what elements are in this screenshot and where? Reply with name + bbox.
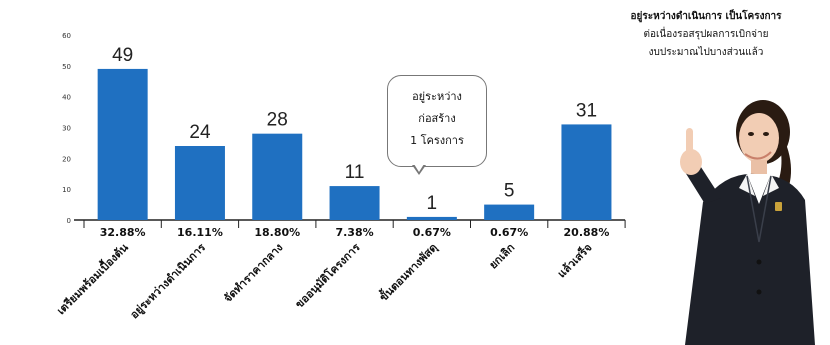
value-label: 49: [112, 45, 133, 66]
y-tick-label: 0: [67, 217, 71, 225]
category-label: จัดทำราคากลาง: [221, 241, 285, 305]
value-label: 11: [345, 162, 365, 183]
value-label: 1: [427, 193, 438, 214]
note-line-3: งบประมาณไปบางส่วนแล้ว: [648, 47, 764, 58]
bar: [561, 124, 612, 220]
category-label: แล้วเสร็จ: [554, 240, 594, 280]
category-label: ขั้นตอนทางพัสดุ: [375, 240, 440, 305]
value-label: 24: [189, 122, 211, 143]
bar: [406, 216, 457, 220]
note-line-1: อยู่ระหว่างดำเนินการ เป็นโครงการ: [630, 11, 782, 22]
value-label: 5: [504, 181, 515, 202]
bar: [484, 204, 535, 220]
bar: [174, 146, 225, 220]
callout-bubble: อยู่ระหว่าง ก่อสร้าง 1 โครงการ: [387, 75, 487, 167]
callout-line-2: ก่อสร้าง: [418, 112, 456, 125]
percent-label: 20.88%: [564, 226, 610, 239]
value-label: 28: [267, 110, 288, 131]
category-label: เตรียมพร้อมเบื้องต้น: [53, 239, 131, 317]
category-label: อยู่ระหว่างดำเนินการ: [128, 241, 209, 322]
category-label: ขออนุมัติโครงการ: [292, 240, 363, 311]
y-tick-label: 10: [62, 186, 71, 194]
category-label: ยกเลิก: [487, 241, 518, 272]
note-line-2: ต่อเนื่องรอสรุปผลการเบิกจ่าย: [643, 29, 769, 40]
percent-label: 0.67%: [490, 226, 528, 239]
y-tick-label: 50: [62, 63, 71, 71]
percent-label: 7.38%: [335, 226, 373, 239]
percent-label: 16.11%: [177, 226, 223, 239]
y-tick-label: 60: [62, 32, 71, 40]
presenter-illustration: [680, 100, 815, 345]
note-text: อยู่ระหว่างดำเนินการ เป็นโครงการ ต่อเนื่…: [588, 8, 824, 62]
percent-label: 32.88%: [100, 226, 146, 239]
callout-line-3: 1 โครงการ: [410, 134, 464, 147]
bar: [97, 68, 148, 221]
percent-label: 18.80%: [254, 226, 300, 239]
y-tick-label: 30: [62, 125, 71, 133]
y-tick-label: 20: [62, 155, 71, 163]
bar: [329, 186, 380, 220]
bar: [252, 133, 303, 220]
value-label: 31: [576, 100, 597, 121]
callout-line-1: อยู่ระหว่าง: [412, 90, 462, 103]
y-tick-label: 40: [62, 94, 71, 102]
percent-label: 0.67%: [413, 226, 451, 239]
